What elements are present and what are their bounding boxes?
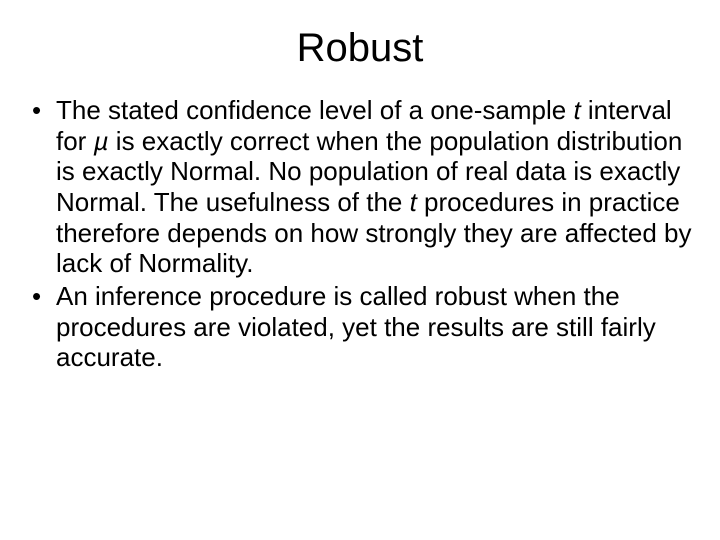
bullet-list: The stated confidence level of a one-sam…: [28, 95, 692, 373]
slide: Robust The stated confidence level of a …: [0, 0, 720, 540]
italic-text: µ: [94, 126, 109, 156]
slide-body: The stated confidence level of a one-sam…: [28, 95, 692, 373]
body-text: The stated confidence level of a one-sam…: [56, 95, 573, 125]
body-text: An inference procedure is called robust …: [56, 281, 656, 372]
italic-text: t: [573, 95, 580, 125]
italic-text: t: [410, 187, 417, 217]
bullet-item: The stated confidence level of a one-sam…: [28, 95, 692, 279]
bullet-item: An inference procedure is called robust …: [28, 281, 692, 373]
slide-title: Robust: [28, 26, 692, 71]
